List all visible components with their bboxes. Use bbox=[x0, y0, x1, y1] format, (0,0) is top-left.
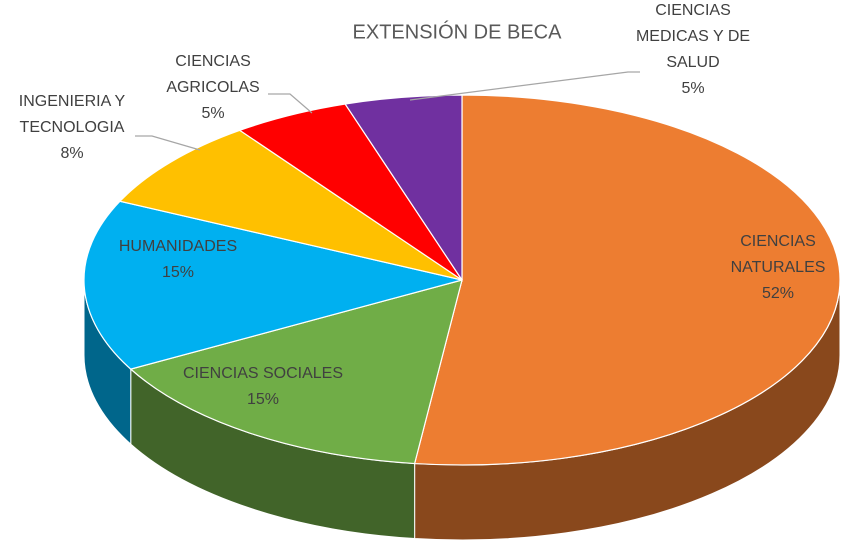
category-label: CIENCIAS MEDICAS Y DE SALUD bbox=[635, 2, 751, 71]
category-label: CIENCIAS AGRICOLAS bbox=[166, 53, 260, 96]
slice bbox=[118, 129, 463, 281]
leader-line bbox=[409, 71, 640, 101]
data-label: HUMANIDADES 15% bbox=[93, 234, 263, 286]
pie-tops bbox=[83, 94, 841, 466]
value-label: 15% bbox=[161, 264, 195, 281]
slice-side bbox=[414, 280, 840, 540]
leader-line bbox=[268, 93, 313, 114]
slice bbox=[83, 200, 463, 370]
data-label: CIENCIAS MEDICAS Y DE SALUD 5% bbox=[626, 0, 761, 102]
category-label: CIENCIAS SOCIALES bbox=[182, 365, 344, 382]
data-label: INGENIERIA Y TECNOLOGIA 8% bbox=[5, 89, 140, 167]
data-label: CIENCIAS SOCIALES 15% bbox=[143, 361, 383, 413]
data-label: CIENCIAS AGRICOLAS 5% bbox=[158, 49, 268, 127]
category-label: CIENCIAS NATURALES bbox=[730, 233, 826, 276]
value-label: 15% bbox=[246, 391, 280, 408]
value-label: 52% bbox=[761, 285, 795, 302]
slice bbox=[413, 94, 841, 466]
chart-title: EXTENSIÓN DE BECA bbox=[352, 21, 562, 44]
leader-line bbox=[135, 135, 201, 151]
value-label: 8% bbox=[60, 145, 84, 162]
value-label: 5% bbox=[201, 105, 225, 122]
slice-side bbox=[130, 369, 415, 539]
slice-side bbox=[84, 280, 131, 445]
value-label: 5% bbox=[681, 80, 705, 97]
leader-lines bbox=[135, 71, 640, 151]
pie-sides bbox=[83, 279, 841, 541]
slice bbox=[129, 279, 463, 465]
data-label: CIENCIAS NATURALES 52% bbox=[718, 229, 838, 307]
category-label: INGENIERIA Y TECNOLOGIA bbox=[18, 93, 126, 136]
slice bbox=[344, 94, 463, 282]
category-label: HUMANIDADES bbox=[118, 238, 238, 255]
